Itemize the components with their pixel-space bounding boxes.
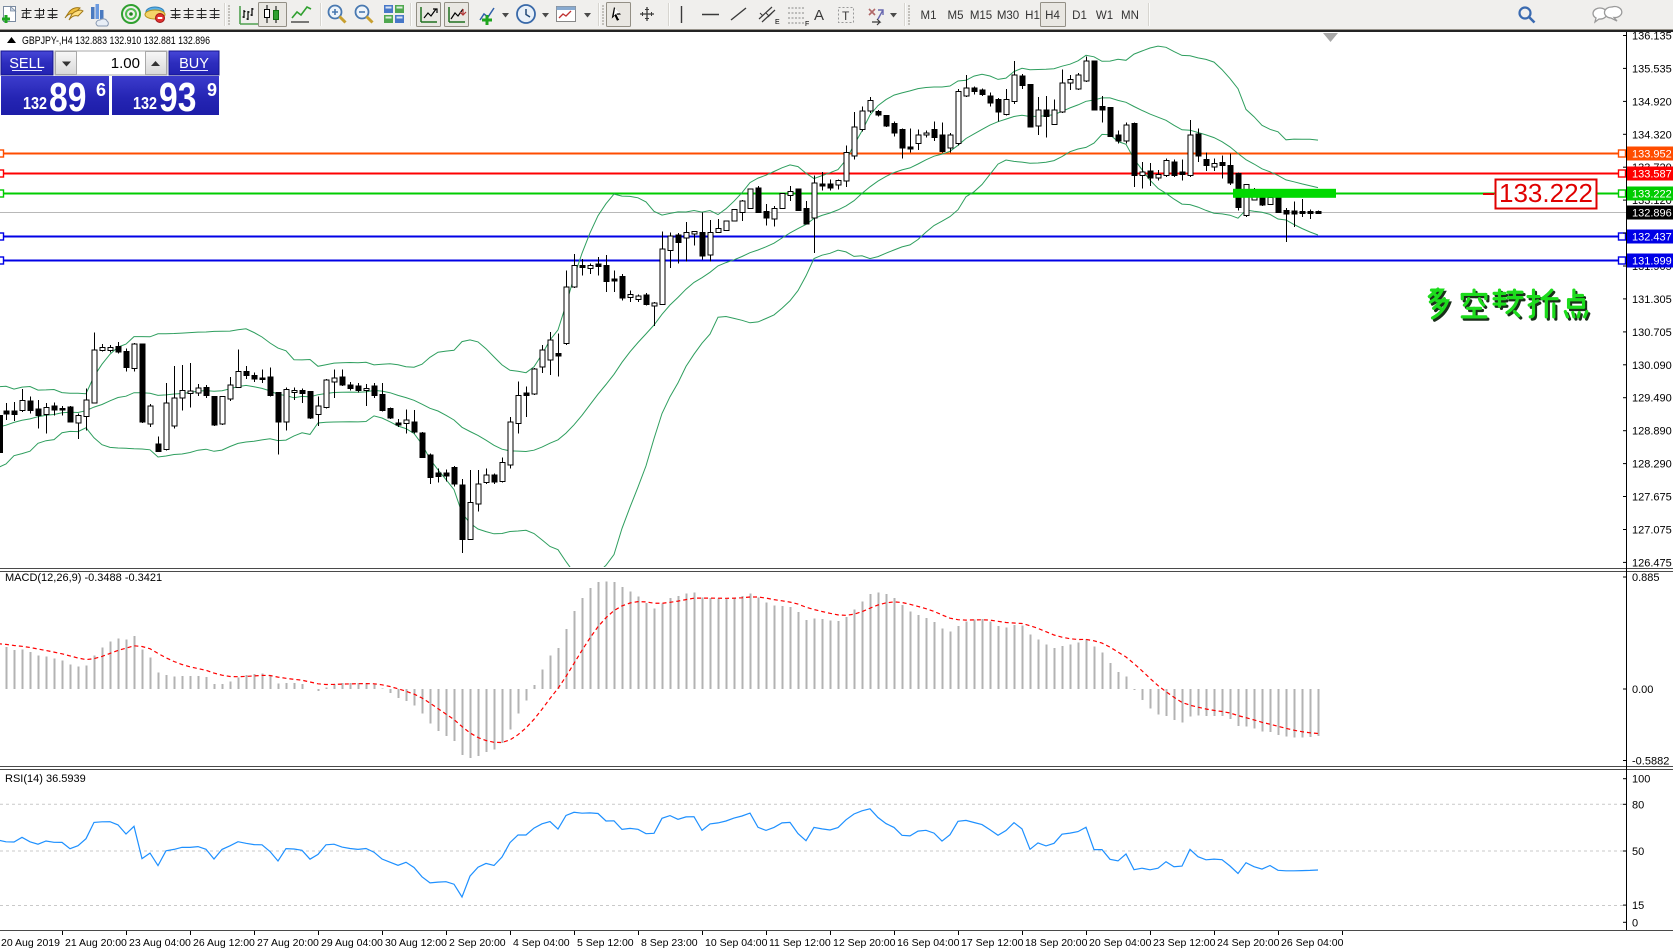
svg-text:17 Sep 12:00: 17 Sep 12:00 (961, 937, 1024, 949)
svg-text:-0.5882: -0.5882 (1632, 756, 1669, 768)
svg-text:M5: M5 (948, 10, 964, 22)
svg-text:0.885: 0.885 (1632, 572, 1660, 584)
svg-text:26 Sep 04:00: 26 Sep 04:00 (1281, 937, 1344, 949)
svg-text:27 Aug 20:00: 27 Aug 20:00 (257, 937, 319, 949)
svg-text:135.535: 135.535 (1632, 63, 1672, 75)
svg-text:8 Sep 23:00: 8 Sep 23:00 (641, 937, 698, 949)
svg-text:29 Aug 04:00: 29 Aug 04:00 (321, 937, 383, 949)
svg-text:133.222: 133.222 (1499, 178, 1593, 208)
svg-text:20 Sep 04:00: 20 Sep 04:00 (1089, 937, 1152, 949)
svg-text:100: 100 (1632, 774, 1650, 786)
svg-text:24 Sep 20:00: 24 Sep 20:00 (1217, 937, 1280, 949)
svg-text:20 Aug 2019: 20 Aug 2019 (1, 937, 60, 949)
svg-text:9: 9 (207, 80, 217, 100)
svg-text:130.705: 130.705 (1632, 327, 1672, 339)
svg-text:127.675: 127.675 (1632, 492, 1672, 504)
svg-text:BUY: BUY (179, 56, 209, 72)
svg-text:21 Aug 20:00: 21 Aug 20:00 (65, 937, 127, 949)
svg-text:6: 6 (96, 80, 106, 100)
svg-text:131.999: 131.999 (1632, 256, 1672, 268)
svg-text:1.00: 1.00 (111, 55, 140, 72)
svg-text:MN: MN (1121, 10, 1139, 22)
svg-text:T: T (842, 9, 850, 23)
svg-text:2 Sep 20:00: 2 Sep 20:00 (449, 937, 506, 949)
svg-text:80: 80 (1632, 799, 1644, 811)
svg-text:133.952: 133.952 (1632, 149, 1672, 161)
svg-text:5 Sep 12:00: 5 Sep 12:00 (577, 937, 634, 949)
svg-text:30 Aug 12:00: 30 Aug 12:00 (385, 937, 447, 949)
svg-text:93: 93 (159, 74, 196, 120)
svg-text:H1: H1 (1025, 10, 1040, 22)
svg-text:136.135: 136.135 (1632, 31, 1672, 43)
svg-text:11 Sep 12:00: 11 Sep 12:00 (769, 937, 831, 949)
svg-text:127.075: 127.075 (1632, 525, 1672, 537)
svg-text:18 Sep 20:00: 18 Sep 20:00 (1025, 937, 1088, 949)
svg-text:128.890: 128.890 (1632, 426, 1672, 438)
svg-text:M1: M1 (921, 10, 937, 22)
svg-text:130.090: 130.090 (1632, 360, 1672, 372)
svg-text:12 Sep 20:00: 12 Sep 20:00 (833, 937, 896, 949)
svg-text:50: 50 (1632, 846, 1644, 858)
svg-text:23 Sep 12:00: 23 Sep 12:00 (1153, 937, 1216, 949)
svg-text:GBPJPY-,H4 132.883 132.910 13: GBPJPY-,H4 132.883 132.910 132.881 132.8… (22, 35, 210, 47)
svg-text:15: 15 (1632, 900, 1644, 912)
svg-text:133.587: 133.587 (1632, 169, 1672, 181)
svg-text:132: 132 (23, 94, 47, 114)
svg-text:132: 132 (133, 94, 157, 114)
svg-text:4 Sep 04:00: 4 Sep 04:00 (513, 937, 570, 949)
svg-text:M15: M15 (970, 10, 992, 22)
svg-text:A: A (814, 7, 824, 24)
svg-text:132.437: 132.437 (1632, 232, 1672, 244)
svg-text:131.305: 131.305 (1632, 294, 1672, 306)
svg-text:0: 0 (1632, 917, 1638, 929)
svg-text:M30: M30 (997, 10, 1019, 22)
svg-text:132.896: 132.896 (1632, 208, 1672, 220)
svg-text:134.920: 134.920 (1632, 96, 1672, 108)
svg-text:MACD(12,26,9) -0.3488 -0.3421: MACD(12,26,9) -0.3488 -0.3421 (5, 572, 162, 584)
svg-text:E: E (775, 19, 780, 26)
svg-text:H4: H4 (1045, 10, 1060, 22)
svg-text:133.222: 133.222 (1632, 189, 1672, 201)
svg-text:126.475: 126.475 (1632, 557, 1672, 569)
svg-text:128.290: 128.290 (1632, 459, 1672, 471)
svg-text:F: F (805, 21, 809, 28)
svg-text:16 Sep 04:00: 16 Sep 04:00 (897, 937, 960, 949)
svg-text:D1: D1 (1072, 10, 1087, 22)
svg-text:0.00: 0.00 (1632, 684, 1653, 696)
svg-text:10 Sep 04:00: 10 Sep 04:00 (705, 937, 768, 949)
svg-text:23 Aug 04:00: 23 Aug 04:00 (129, 937, 191, 949)
svg-text:134.320: 134.320 (1632, 129, 1672, 141)
svg-text:26 Aug 12:00: 26 Aug 12:00 (193, 937, 255, 949)
svg-text:129.490: 129.490 (1632, 393, 1672, 405)
svg-text:RSI(14) 36.5939: RSI(14) 36.5939 (5, 773, 86, 785)
svg-text:W1: W1 (1096, 10, 1113, 22)
svg-text:SELL: SELL (9, 56, 44, 72)
svg-text:89: 89 (49, 74, 86, 120)
